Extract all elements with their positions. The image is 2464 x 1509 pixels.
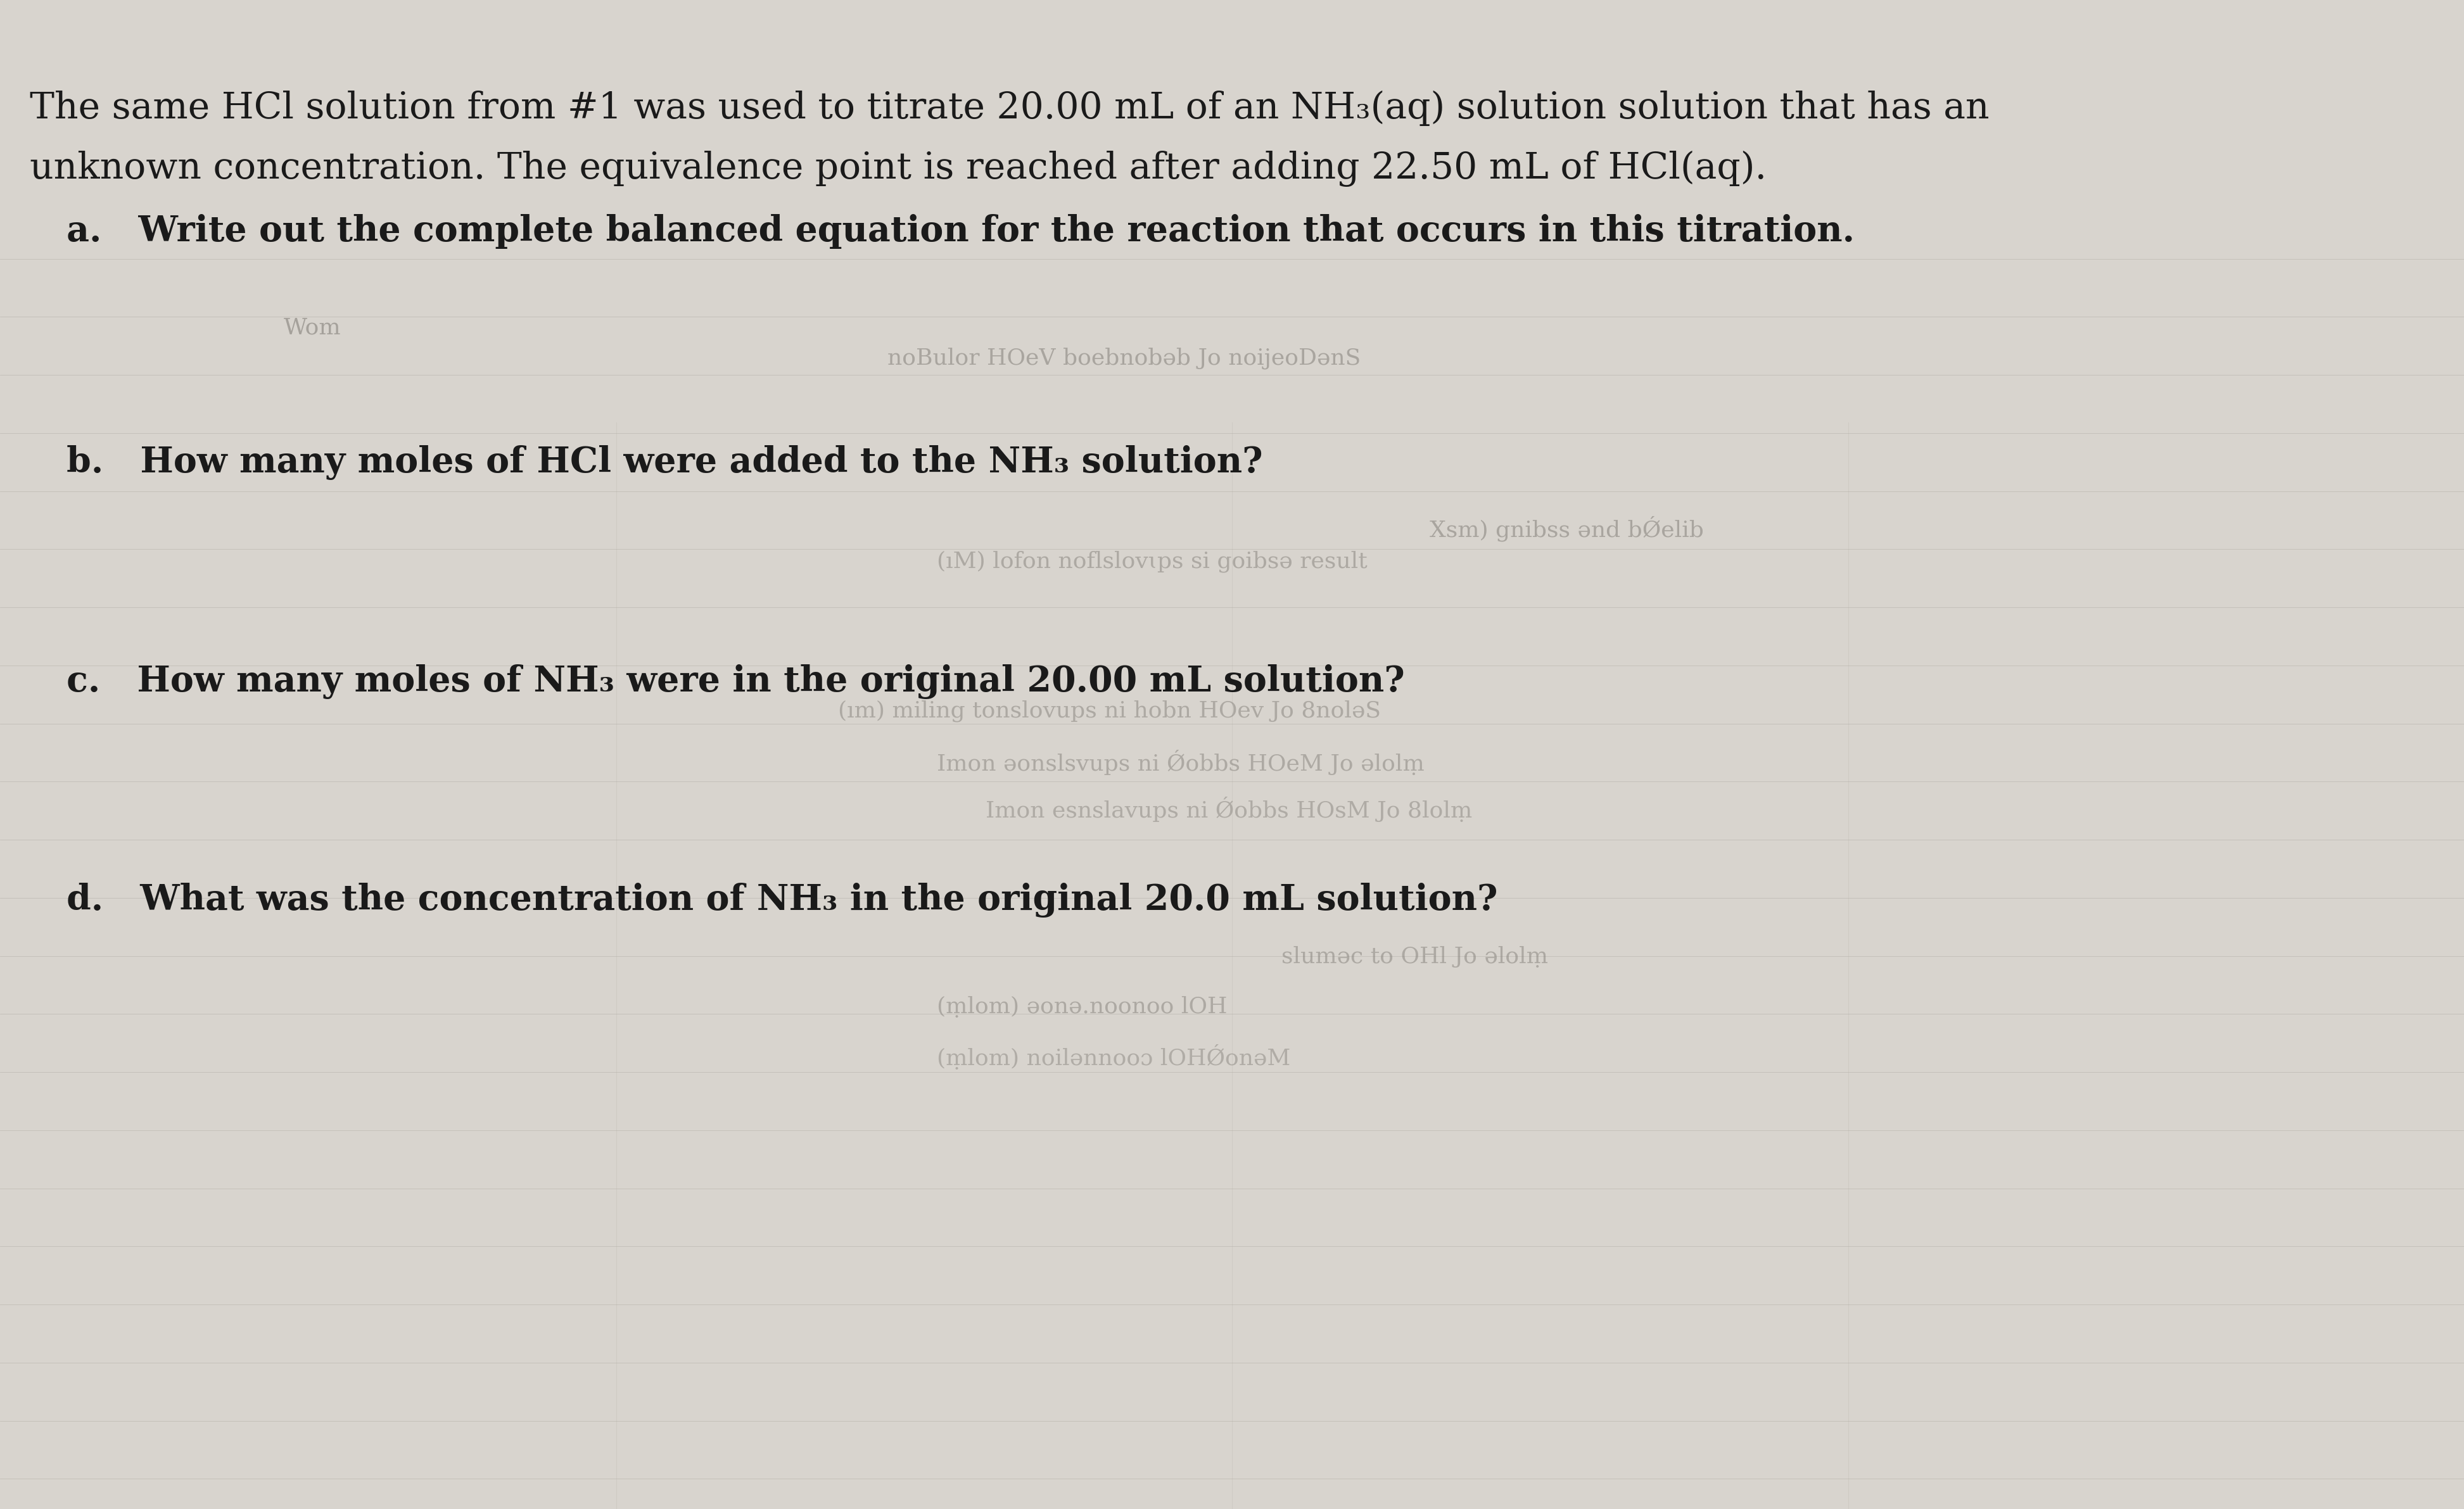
Text: noBulor HOeV boebnobəb Jo noijeoDənS: noBulor HOeV boebnobəb Jo noijeoDənS [887,347,1360,368]
Text: b.   How many moles of HCl were added to the NH₃ solution?: b. How many moles of HCl were added to t… [30,445,1262,480]
Text: Imon esnslavups ni Ǿobbs HOsM Jo 8lolṃ: Imon esnslavups ni Ǿobbs HOsM Jo 8lolṃ [986,797,1471,822]
Text: (ım) miling tonslovups ni hobn HOev Jo 8noləS: (ım) miling tonslovups ni hobn HOev Jo 8… [838,700,1380,723]
Text: a.   Write out the complete balanced equation for the reaction that occurs in th: a. Write out the complete balanced equat… [30,214,1853,249]
Text: c.   How many moles of NH₃ were in the original 20.00 mL solution?: c. How many moles of NH₃ were in the ori… [30,664,1404,699]
Text: (ṃlom) noilənnooɔ lOHǾonəM: (ṃlom) noilənnooɔ lOHǾonəM [936,1044,1291,1070]
Text: The same HCl solution from #1 was used to titrate 20.00 mL of an NH₃(aq) solutio: The same HCl solution from #1 was used t… [30,91,1988,127]
Text: unknown concentration. The equivalence point is reached after adding 22.50 mL of: unknown concentration. The equivalence p… [30,151,1767,187]
Text: Imon əonslsvups ni Ǿobbs HOeM Jo əlolṃ: Imon əonslsvups ni Ǿobbs HOeM Jo əlolṃ [936,750,1424,776]
Text: Wom: Wom [283,317,340,338]
Text: d.   What was the concentration of NH₃ in the original 20.0 mL solution?: d. What was the concentration of NH₃ in … [30,883,1498,917]
Text: (ṃlom) əonə.noonoo lOH: (ṃlom) əonə.noonoo lOH [936,996,1227,1017]
Text: Xsm) gnibss ənd bǾelib: Xsm) gnibss ənd bǾelib [1429,516,1703,542]
Text: (ıM) lofon noflslovɩps si goibsə result: (ıM) lofon noflslovɩps si goibsə result [936,551,1368,573]
Text: sluməc to OHl Jo əlolṃ: sluməc to OHl Jo əlolṃ [1281,946,1547,967]
